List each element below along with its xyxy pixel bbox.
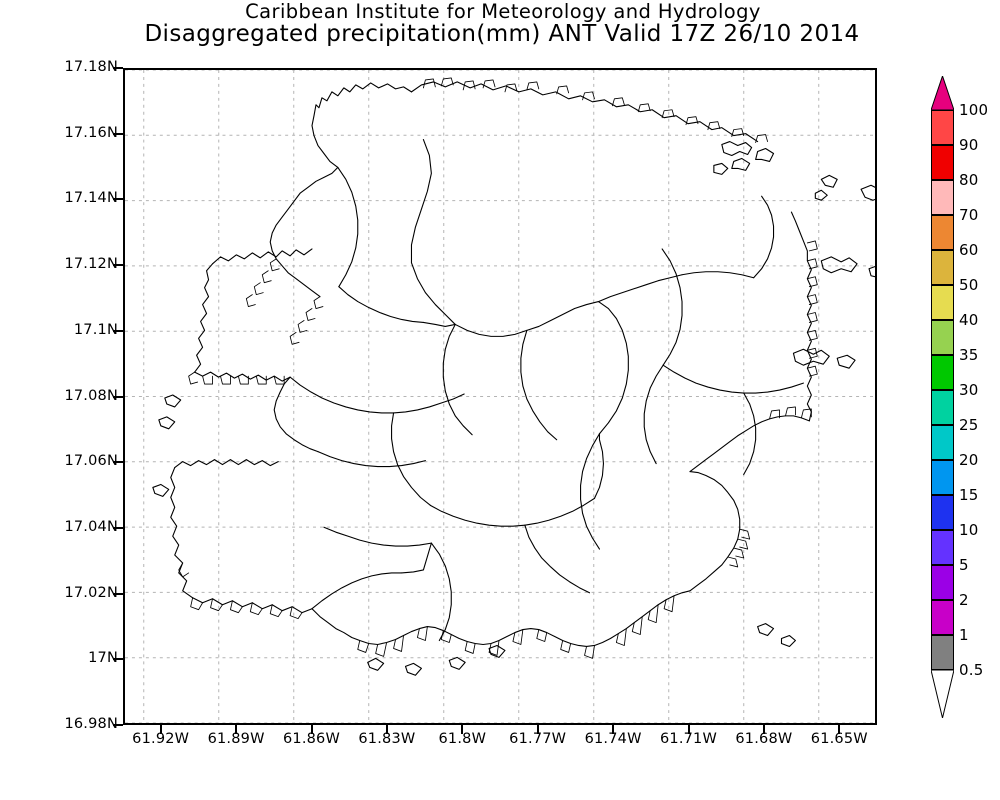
lat-tick-mark: [113, 67, 123, 69]
colorbar-label: 15: [959, 486, 979, 504]
antigua-map-outline: [152, 77, 875, 676]
lat-tick-label: 17N: [88, 650, 118, 667]
map-plot-inner: [125, 70, 875, 723]
lon-tick-mark: [235, 725, 238, 734]
lat-tick-mark: [113, 526, 123, 529]
colorbar-label: 50: [959, 276, 979, 294]
colorbar: [931, 110, 954, 670]
colorbar-label: 100: [959, 101, 989, 119]
lon-tick-label: 61.74W: [584, 731, 642, 747]
colorbar-label: 30: [959, 381, 979, 399]
colorbar-band: [931, 320, 954, 355]
colorbar-band: [931, 250, 954, 285]
colorbar-label: 1: [959, 626, 969, 644]
lon-tick-mark: [687, 725, 690, 734]
lon-tick-mark: [838, 725, 841, 734]
lon-tick-mark: [762, 725, 765, 734]
colorbar-label: 90: [959, 136, 979, 154]
colorbar-band: [931, 215, 954, 250]
colorbar-under-arrow: [931, 670, 954, 718]
institute-title: Caribbean Institute for Meteorology and …: [245, 0, 761, 23]
colorbar-label: 20: [959, 451, 979, 469]
lat-tick-mark: [113, 658, 123, 661]
lat-tick-mark: [113, 329, 123, 332]
lon-tick-label: 61.68W: [735, 731, 793, 747]
colorbar-band: [931, 565, 954, 600]
lon-tick-label: 61.92W: [132, 731, 190, 747]
lat-tick-label: 17.08N: [64, 387, 118, 404]
lat-tick-label: 17.16N: [64, 124, 118, 141]
colorbar-label: 70: [959, 206, 979, 224]
colorbar-band: [931, 635, 954, 670]
lat-tick-mark: [113, 395, 123, 398]
lat-tick-label: 17.14N: [64, 190, 118, 207]
lon-tick-mark: [536, 725, 539, 734]
colorbar-band: [931, 530, 954, 565]
lat-tick-label: 17.04N: [64, 518, 118, 535]
lon-tick-mark: [385, 725, 388, 734]
colorbar-band: [931, 495, 954, 530]
lat-tick-label: 17.12N: [64, 256, 118, 273]
colorbar-band: [931, 180, 954, 215]
lon-tick-label: 61.89W: [207, 731, 265, 747]
lon-tick-mark: [310, 725, 313, 734]
colorbar-label-min: 0.5: [959, 661, 984, 679]
lon-tick-label: 61.8W: [438, 731, 487, 747]
lon-tick-mark: [612, 725, 615, 734]
colorbar-label: 80: [959, 171, 979, 189]
lon-tick-label: 61.86W: [282, 731, 341, 747]
colorbar-band: [931, 600, 954, 635]
lat-tick-mark: [113, 132, 123, 135]
colorbar-label: 2: [959, 591, 969, 609]
lat-tick-label: 17.06N: [64, 453, 118, 470]
lat-tick-label: 17.18N: [64, 59, 118, 75]
colorbar-label: 60: [959, 241, 979, 259]
lon-tick-mark: [461, 725, 464, 734]
colorbar-label: 25: [959, 416, 979, 434]
colorbar-band: [931, 145, 954, 180]
colorbar-band: [931, 355, 954, 390]
colorbar-band: [931, 425, 954, 460]
colorbar-over-arrow: [931, 76, 954, 110]
lat-tick-label: 17.1N: [73, 321, 118, 338]
lon-tick-label: 61.65W: [810, 731, 868, 747]
lon-tick-label: 61.71W: [659, 731, 718, 747]
lat-tick-label: 17.02N: [64, 584, 118, 601]
colorbar-band: [931, 110, 954, 145]
map-plot-panel: [123, 68, 877, 725]
lat-tick-mark: [113, 461, 123, 464]
lon-tick-mark: [159, 725, 162, 734]
colorbar-band: [931, 285, 954, 320]
lon-tick-label: 61.77W: [509, 731, 567, 747]
chart-title-block: Caribbean Institute for Meteorology and …: [0, 2, 1000, 46]
page-title: Disaggregated precipitation(mm) ANT Vali…: [144, 20, 860, 47]
lat-tick-mark: [113, 592, 123, 595]
colorbar-band: [931, 460, 954, 495]
colorbar-label: 10: [959, 521, 979, 539]
lat-tick-mark: [113, 724, 123, 726]
lat-tick-label: 16.98N: [64, 716, 118, 732]
colorbar-label: 40: [959, 311, 979, 329]
lat-tick-mark: [113, 198, 123, 201]
colorbar-label: 5: [959, 556, 969, 574]
colorbar-label: 35: [959, 346, 979, 364]
colorbar-band: [931, 390, 954, 425]
lon-tick-label: 61.83W: [358, 731, 416, 747]
lat-tick-mark: [113, 264, 123, 267]
map-gridlines: [125, 70, 875, 723]
